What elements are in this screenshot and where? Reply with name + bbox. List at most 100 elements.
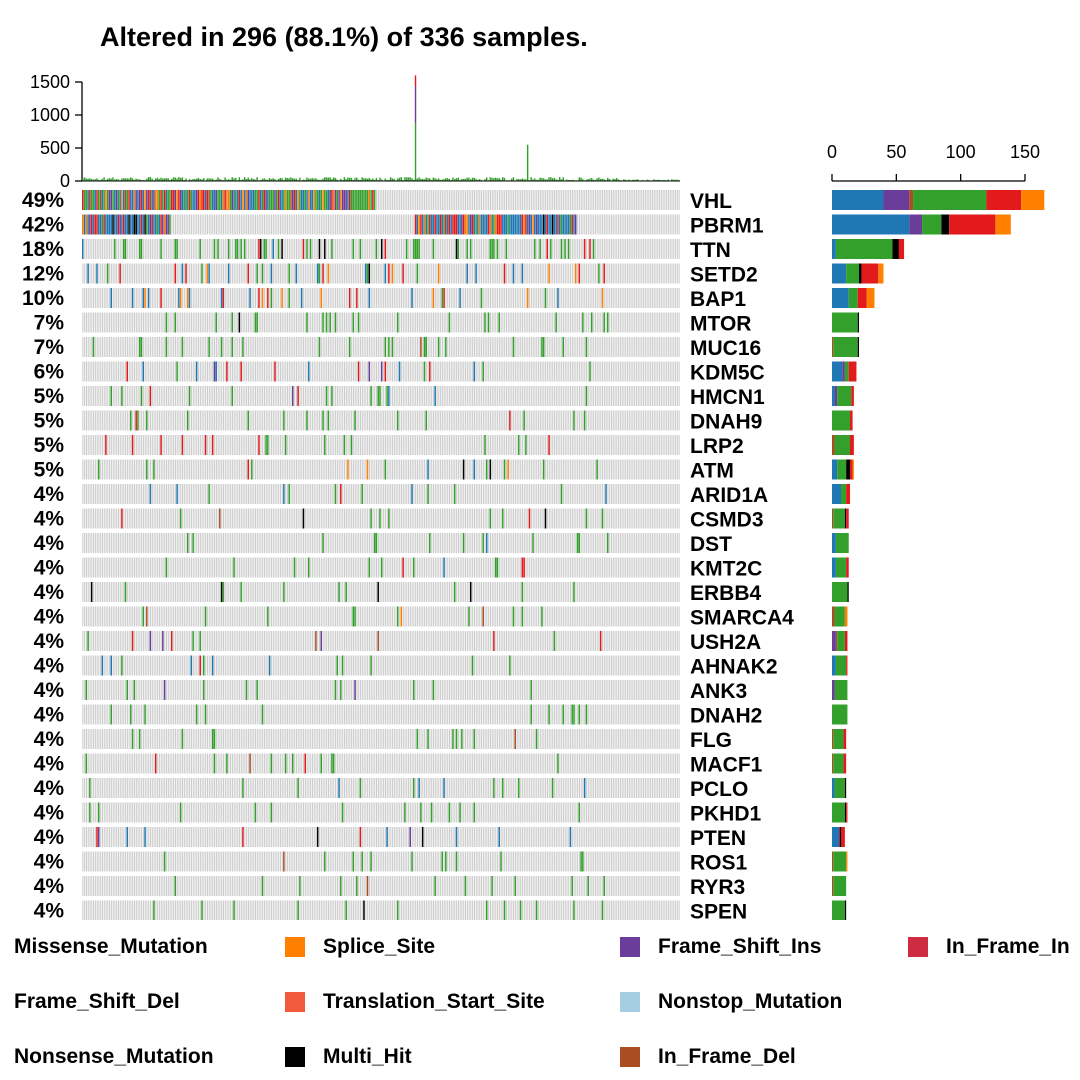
mutation-cell (122, 190, 125, 210)
mutation-cell (469, 582, 472, 602)
mutation-cell (144, 827, 146, 847)
mutation-cell (176, 361, 178, 382)
mutation-cell (192, 533, 194, 553)
mutation-cell (267, 190, 269, 210)
count-bar-segment (852, 459, 854, 480)
mutation-cell (300, 190, 303, 210)
mutation-cell (494, 214, 497, 235)
mutation-cell (322, 410, 324, 431)
mutation-cell (453, 582, 456, 602)
mutation-cell (341, 802, 344, 823)
tmb-bar (170, 178, 173, 181)
mutation-cell (354, 606, 356, 627)
mutation-cell (274, 361, 276, 382)
mutation-cell (491, 876, 493, 896)
mutation-cell (535, 729, 538, 749)
mutation-cell (137, 214, 139, 235)
tmb-bar (174, 177, 176, 181)
mutation-cell (85, 190, 88, 210)
mutation-cell (521, 606, 524, 627)
tmb-bar (325, 177, 328, 181)
tmb-bar (423, 179, 426, 181)
mutation-cell (245, 680, 248, 700)
mutation-cell (210, 190, 212, 210)
tmb-bar (615, 177, 618, 181)
mutation-cell (82, 239, 84, 259)
right-count-bars (832, 190, 1045, 920)
mutation-cell (110, 288, 112, 308)
mutation-cell (315, 631, 317, 651)
mutation-cell (448, 214, 451, 235)
mutation-cell (370, 386, 372, 406)
mutation-cell (121, 214, 123, 235)
legend-label: Translation_Start_Site (323, 990, 545, 1013)
count-bar-segment (866, 288, 875, 308)
tmb-bar (557, 179, 559, 181)
mutation-cell (140, 239, 143, 259)
mutation-cell (583, 778, 586, 798)
mutation-cell (254, 802, 257, 823)
tmb-bar (89, 178, 91, 181)
tmb-bar (235, 177, 237, 181)
count-bar-segment (878, 263, 884, 284)
tmb-bar (544, 179, 547, 181)
tmb-bar (555, 179, 557, 181)
mutation-cell (153, 214, 155, 235)
mutation-cell (322, 533, 324, 553)
mutation-cell (544, 288, 547, 308)
mutation-cell (578, 263, 581, 284)
mutation-cell (151, 190, 153, 210)
mutation-cell (124, 582, 127, 602)
count-bar-segment (846, 508, 849, 529)
count-bar-segment (832, 606, 835, 627)
mutation-cell (137, 410, 139, 431)
mutation-cell (204, 606, 207, 627)
mutation-cell (92, 337, 95, 357)
tmb-bar (188, 179, 191, 181)
tmb-bar (364, 178, 367, 181)
mutation-cell (411, 484, 413, 504)
mutation-cell (261, 263, 264, 284)
mutation-cell (199, 655, 201, 676)
percent-label: 4% (34, 802, 65, 825)
tmb-bar (464, 178, 467, 181)
tmb-bar (117, 179, 120, 181)
mutation-cell (357, 312, 360, 333)
tmb-bar (498, 178, 500, 181)
mutation-cell (270, 753, 273, 774)
mutation-cell (174, 876, 177, 896)
mutation-cell (503, 459, 506, 480)
mutation-cell (153, 459, 155, 480)
tmb-bar (309, 178, 312, 181)
mutation-cell (249, 190, 251, 210)
mutation-cell (258, 239, 260, 259)
mutation-cell (388, 508, 390, 529)
mutation-cell (336, 190, 339, 210)
count-bar-segment (837, 459, 847, 480)
mutation-cell (514, 729, 516, 749)
tmb-bar (279, 177, 281, 181)
tmb-bar (359, 179, 362, 181)
mutation-cell (292, 190, 294, 210)
mutation-cell (512, 606, 515, 627)
tmb-bar (414, 75, 417, 86)
mutation-cell (443, 557, 445, 578)
mutation-cell (548, 435, 550, 455)
mutation-cell (231, 337, 234, 357)
tmb-bar (313, 178, 315, 181)
mutation-cell (238, 312, 241, 333)
mutation-cell (455, 851, 458, 872)
mutation-cell (135, 410, 137, 431)
mutation-cell (585, 386, 588, 406)
tmb-bar (343, 177, 346, 181)
mutation-cell (156, 214, 159, 235)
mutation-cell (220, 337, 223, 357)
tmb-bar (336, 179, 338, 181)
mutation-cell (105, 214, 107, 235)
mutation-cell (480, 288, 483, 308)
tmb-bar (534, 178, 536, 181)
mutation-cell (130, 214, 132, 235)
mutation-cell (306, 410, 308, 431)
percent-label: 5% (34, 459, 65, 482)
mutation-cell (578, 802, 581, 823)
